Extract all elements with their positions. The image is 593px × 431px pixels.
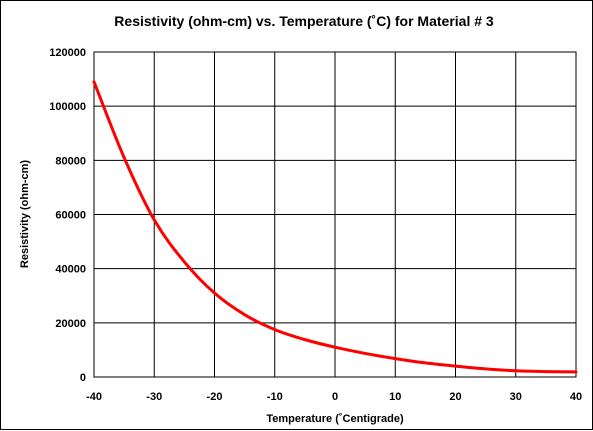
y-tick-label: 40000 [55, 264, 86, 276]
series-line [92, 80, 578, 374]
series-layer [92, 80, 578, 374]
y-tick-label: 60000 [55, 210, 86, 222]
y-tick-label: 20000 [55, 318, 86, 330]
x-tick-label: -20 [207, 391, 223, 403]
y-tick-label: 120000 [49, 47, 86, 59]
x-tick-label: 20 [449, 391, 461, 403]
y-tick-label: 0 [80, 372, 86, 384]
x-tick-label: -30 [146, 391, 162, 403]
y-axis-label: Resistivity (ohm-cm) [19, 160, 31, 269]
chart-title: Resistivity (ohm-cm) vs. Temperature (˚C… [114, 13, 494, 29]
x-tick-label: 10 [389, 391, 401, 403]
x-tick-label: 0 [332, 391, 338, 403]
x-axis-label: Temperature (˚Centigrade) [266, 413, 404, 425]
x-tick-label: 40 [570, 391, 582, 403]
x-tick-label: -40 [86, 391, 102, 403]
y-tick-label: 80000 [55, 155, 86, 167]
grid-lines [94, 52, 576, 377]
tick-labels: -40 -30 -20 -10 0 10 20 30 40 0 20000 40000 60000 800… [49, 47, 582, 403]
x-tick-label: 30 [510, 391, 522, 403]
x-tick-label: -10 [267, 391, 283, 403]
y-tick-label: 100000 [49, 101, 86, 113]
